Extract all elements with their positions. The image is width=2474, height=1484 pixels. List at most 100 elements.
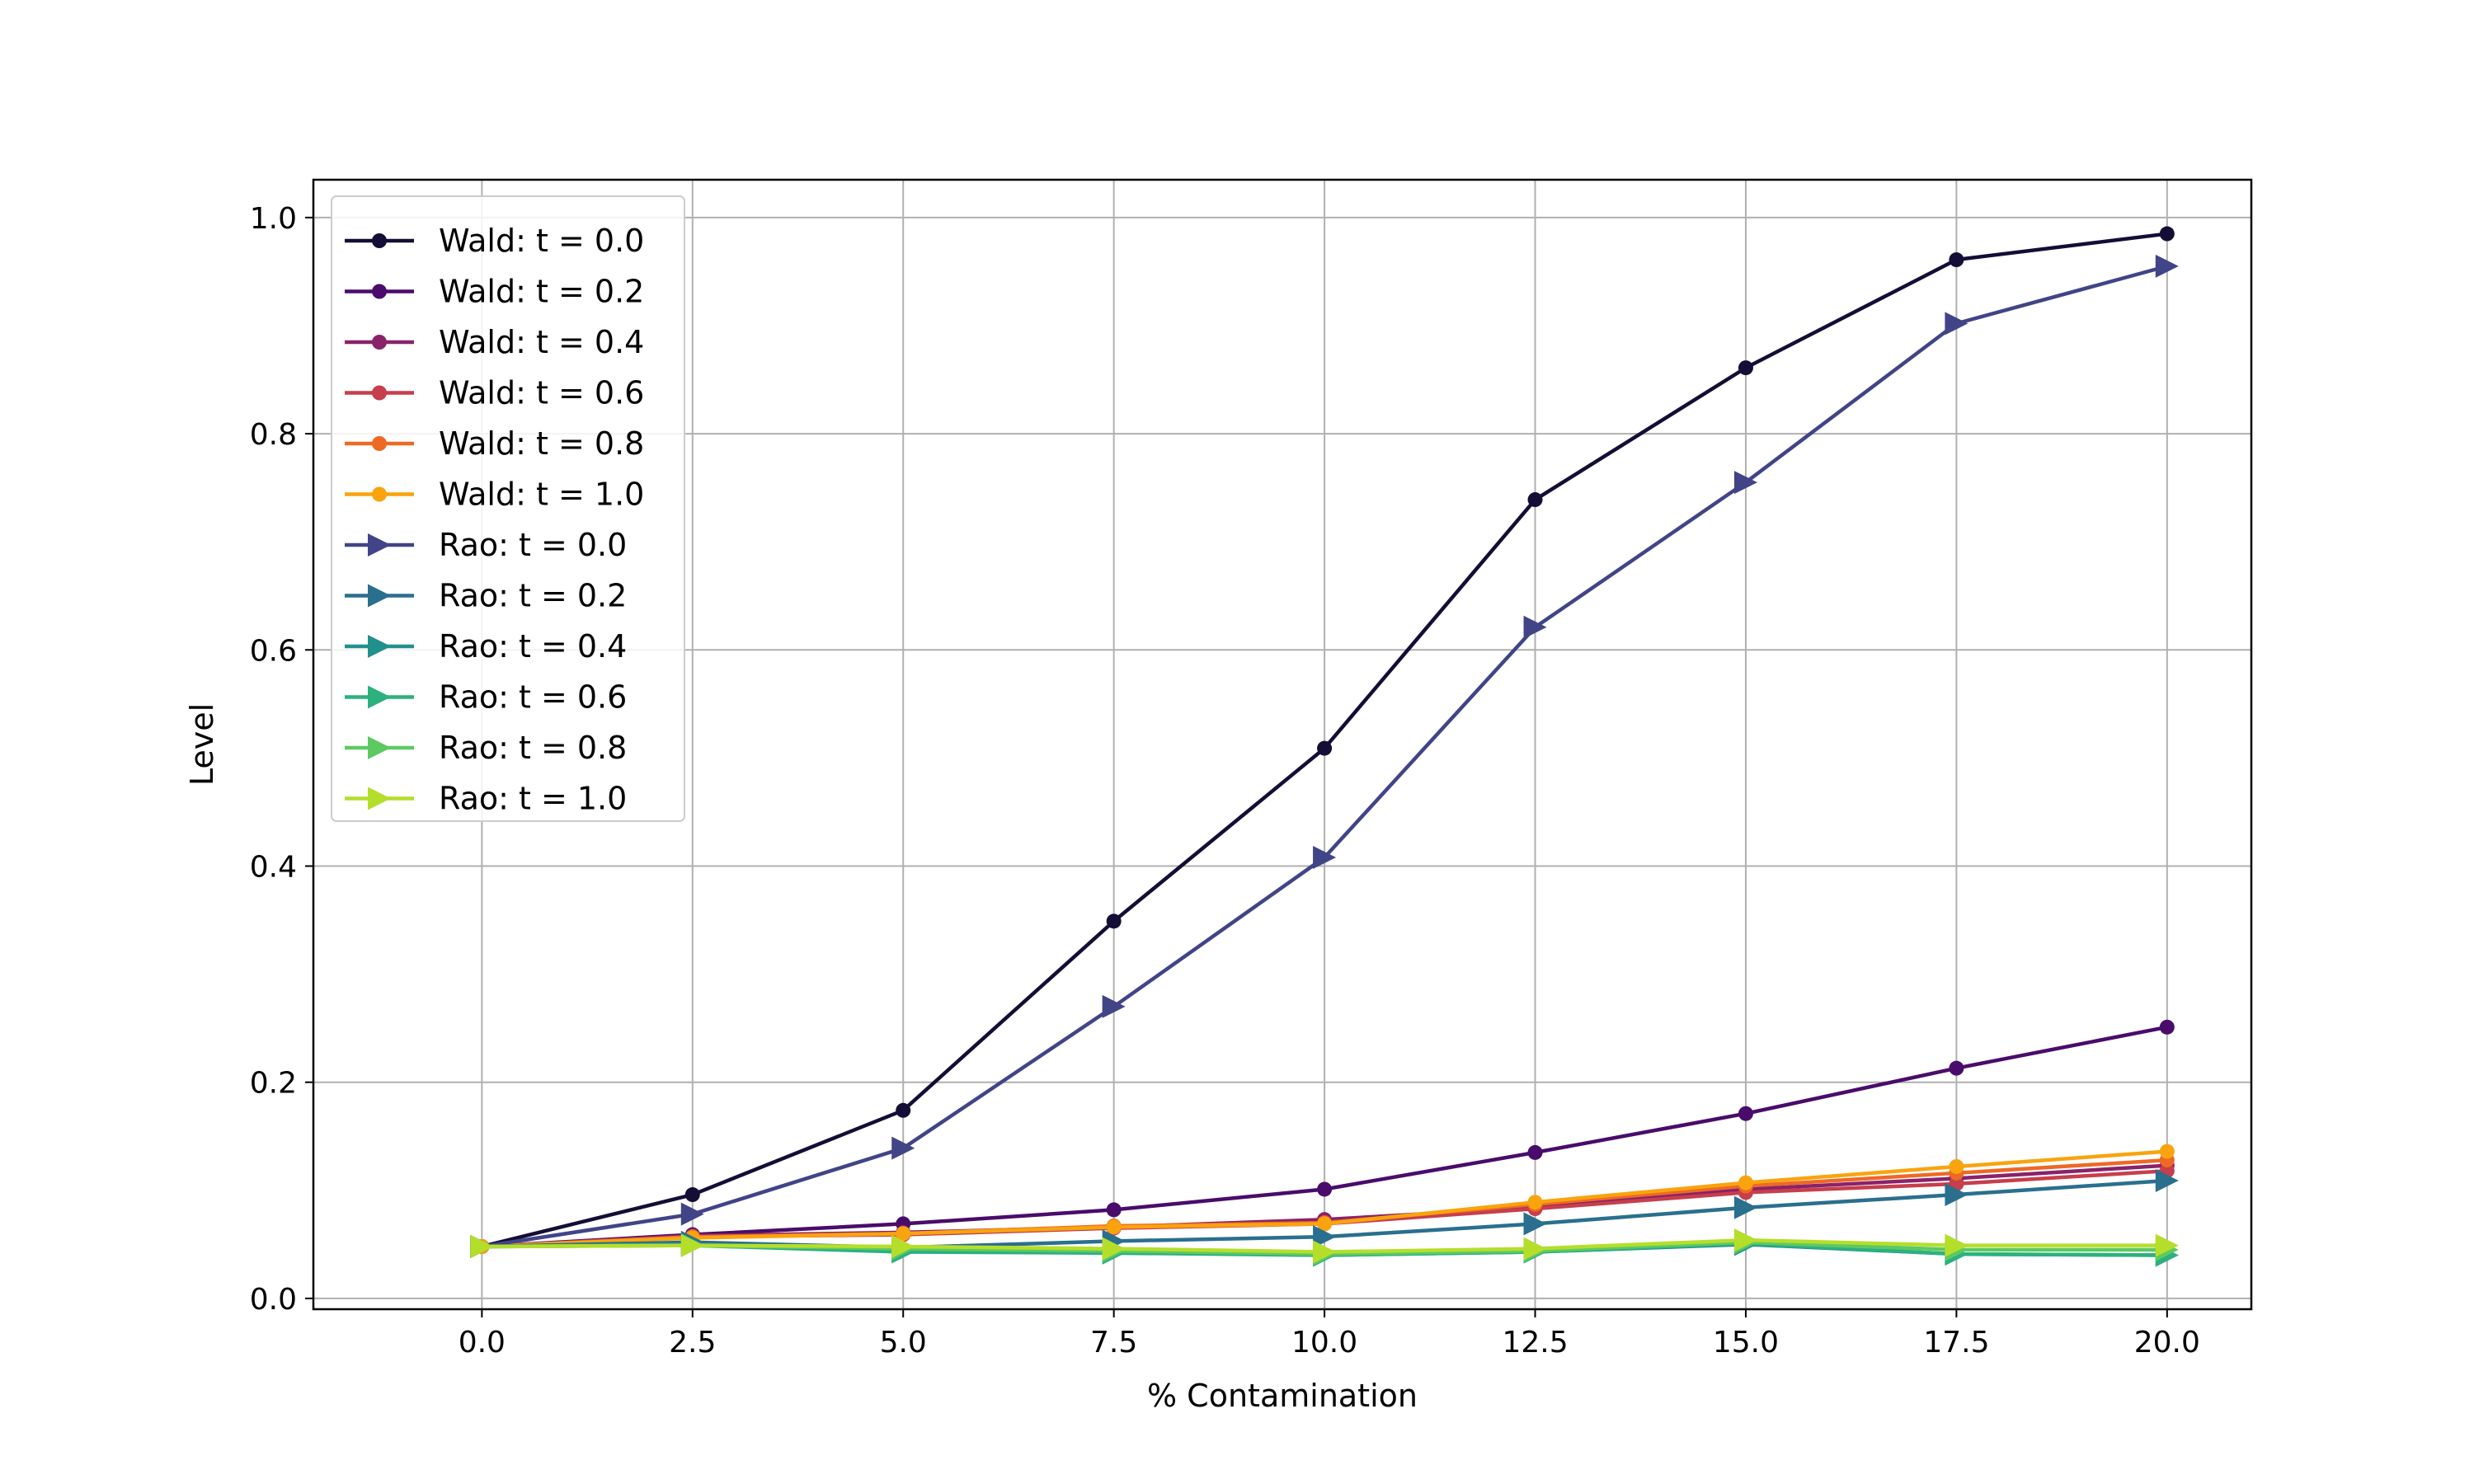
legend: Wald: t = 0.0 Wald: t = 0.2 Wald: t = 0.4 W… xyxy=(331,195,685,822)
data-point xyxy=(1317,1181,1333,1197)
data-point xyxy=(1313,1240,1337,1264)
data-point xyxy=(1527,1144,1543,1160)
x-tick-label: 15.0 xyxy=(1713,1326,1779,1360)
legend-label: Wald: t = 1.0 xyxy=(439,477,644,513)
legend-marker xyxy=(372,436,387,451)
data-point xyxy=(891,1234,915,1258)
legend-entry: Wald: t = 0.6 xyxy=(345,375,644,411)
data-point xyxy=(1733,1228,1757,1252)
y-tick-label: 0.2 xyxy=(250,1067,297,1101)
data-point xyxy=(1523,1212,1547,1236)
data-point xyxy=(896,1226,911,1242)
x-tick-label: 7.5 xyxy=(1090,1326,1137,1360)
x-tick-label: 0.0 xyxy=(459,1326,506,1360)
legend-entry: Wald: t = 0.2 xyxy=(345,274,644,310)
legend-marker xyxy=(372,233,387,248)
series-rao-11 xyxy=(470,1228,2179,1264)
data-point xyxy=(2159,1144,2175,1159)
legend-entry: Wald: t = 0.8 xyxy=(345,425,644,462)
data-point xyxy=(2159,226,2175,242)
data-point xyxy=(680,1233,704,1257)
data-point xyxy=(2155,1168,2179,1192)
x-tick-label: 2.5 xyxy=(669,1326,716,1360)
data-point xyxy=(1317,740,1333,756)
x-tick-label: 5.0 xyxy=(880,1326,927,1360)
x-axis: 0.0 2.5 5.0 7.5 10.0 12.5 15.0 17.5 20.0 xyxy=(459,1309,2200,1360)
legend-label: Wald: t = 0.6 xyxy=(439,375,644,411)
legend-entry: Rao: t = 0.0 xyxy=(345,527,627,563)
data-point xyxy=(1527,1195,1543,1210)
data-point xyxy=(1949,1158,1964,1174)
data-point xyxy=(896,1102,911,1118)
data-point xyxy=(1313,1225,1337,1249)
data-point xyxy=(891,1136,915,1160)
data-point xyxy=(1102,994,1126,1018)
y-tick-label: 0.4 xyxy=(250,850,297,884)
data-point xyxy=(2155,1233,2179,1257)
y-tick-label: 0.8 xyxy=(250,418,297,452)
data-point xyxy=(1317,1216,1333,1232)
data-point xyxy=(1733,1195,1757,1219)
data-point xyxy=(470,1234,494,1258)
legend-marker xyxy=(372,335,387,350)
data-point xyxy=(1949,1060,1964,1076)
legend-box xyxy=(331,195,685,822)
x-tick-label: 10.0 xyxy=(1291,1326,1357,1360)
legend-label: Rao: t = 1.0 xyxy=(439,781,627,817)
series-wald-0 xyxy=(474,226,2175,1254)
data-point xyxy=(1945,312,1968,336)
series-layer xyxy=(470,226,2179,1267)
data-point xyxy=(1738,1175,1753,1190)
legend-entry: Wald: t = 0.0 xyxy=(345,223,644,259)
data-point xyxy=(1523,1237,1547,1261)
x-tick-label: 12.5 xyxy=(1502,1326,1568,1360)
data-point xyxy=(1106,1219,1122,1235)
legend-marker xyxy=(372,385,387,401)
data-point xyxy=(1945,1233,1968,1257)
legend-marker xyxy=(372,284,387,299)
data-point xyxy=(1733,471,1757,495)
legend-marker xyxy=(368,736,391,759)
data-point xyxy=(1102,1237,1126,1261)
data-point xyxy=(1523,615,1547,639)
grid xyxy=(313,180,2251,1309)
legend-label: Rao: t = 0.6 xyxy=(439,679,627,716)
legend-marker xyxy=(368,584,391,608)
data-point xyxy=(2159,1019,2175,1035)
plot-frame xyxy=(312,178,2253,1311)
legend-entry: Rao: t = 0.6 xyxy=(345,679,627,716)
legend-label: Wald: t = 0.0 xyxy=(439,223,644,259)
data-point xyxy=(1313,846,1337,869)
x-axis-title: % Contamination xyxy=(1147,1378,1418,1414)
y-tick-label: 0.6 xyxy=(250,634,297,668)
legend-entry: Rao: t = 1.0 xyxy=(345,781,627,817)
y-axis: 0.0 0.2 0.4 0.6 0.8 1.0 xyxy=(250,202,313,1317)
y-tick-label: 0.0 xyxy=(250,1283,297,1317)
data-point xyxy=(1106,913,1122,929)
legend-label: Wald: t = 0.4 xyxy=(439,324,644,360)
legend-entry: Rao: t = 0.2 xyxy=(345,578,627,614)
legend-marker xyxy=(372,486,387,502)
legend-entry: Rao: t = 0.4 xyxy=(345,628,627,665)
x-tick-label: 20.0 xyxy=(2134,1326,2200,1360)
data-point xyxy=(680,1202,704,1226)
y-tick-label: 1.0 xyxy=(250,202,297,236)
data-point xyxy=(2155,254,2179,278)
legend-label: Wald: t = 0.2 xyxy=(439,274,644,310)
legend-marker xyxy=(368,685,391,709)
legend-label: Wald: t = 0.8 xyxy=(439,425,644,462)
data-point xyxy=(1527,492,1543,508)
legend-marker xyxy=(368,787,391,810)
legend-label: Rao: t = 0.4 xyxy=(439,628,627,665)
x-tick-label: 17.5 xyxy=(1923,1326,1989,1360)
legend-label: Rao: t = 0.8 xyxy=(439,730,627,766)
data-point xyxy=(1945,1183,1968,1207)
legend-marker xyxy=(368,635,391,658)
legend-label: Rao: t = 0.0 xyxy=(439,527,627,563)
data-point xyxy=(1738,1106,1753,1121)
legend-entry: Wald: t = 0.4 xyxy=(345,324,644,360)
data-point xyxy=(1949,252,1964,268)
y-axis-title: Level xyxy=(184,703,220,786)
data-point xyxy=(1738,360,1753,376)
